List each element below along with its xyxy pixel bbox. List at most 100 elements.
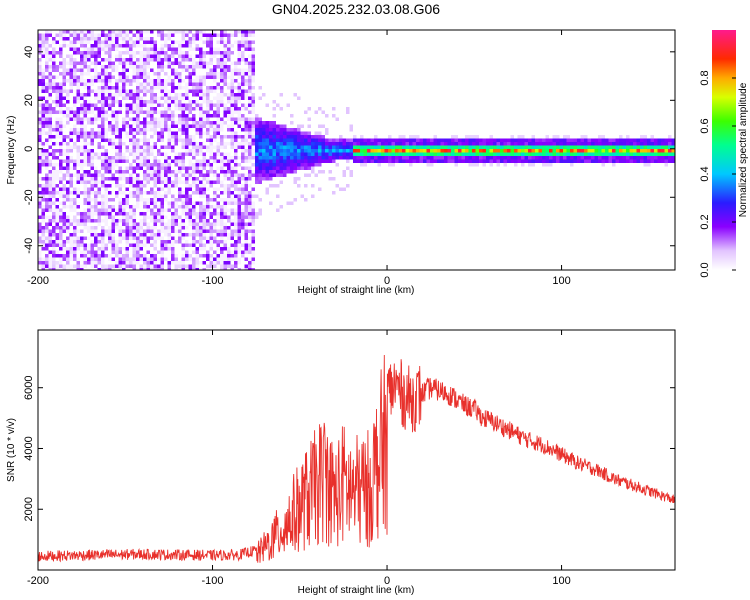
- spectrogram-cell: [41, 33, 45, 37]
- spectrogram-cell: [125, 257, 129, 261]
- spectrogram-cell: [262, 142, 266, 146]
- spectrogram-cell: [62, 68, 66, 72]
- spectrogram-cell: [146, 142, 150, 146]
- spectrogram-cell: [111, 233, 115, 237]
- spectrogram-cell: [206, 117, 210, 121]
- spectrogram-cell: [255, 128, 259, 132]
- spectrogram-cell: [216, 142, 220, 146]
- spectrogram-cell: [139, 89, 143, 93]
- spectrogram-cell: [230, 159, 234, 163]
- spectrogram-cell: [94, 51, 98, 55]
- spectrogram-cell: [227, 54, 231, 58]
- spectrogram-cell: [185, 114, 189, 118]
- spectrogram-cell: [108, 184, 112, 188]
- spectrogram-cell: [45, 264, 49, 268]
- spectrogram-cell: [636, 159, 640, 163]
- spectrogram-cell: [178, 117, 182, 121]
- spectrogram-cell: [346, 152, 350, 156]
- spectrogram-cell: [185, 226, 189, 230]
- spectrogram-cell: [234, 159, 238, 163]
- spectrogram-cell: [500, 138, 504, 142]
- spectrogram-cell: [335, 117, 339, 121]
- spectrogram-cell: [216, 261, 220, 265]
- spectrogram-cell: [167, 187, 171, 191]
- spectrogram-cell: [220, 145, 224, 149]
- spectrogram-cell: [153, 142, 157, 146]
- spectrogram-cell: [188, 107, 192, 111]
- spectrogram-cell: [458, 145, 462, 149]
- spectrogram-cell: [139, 33, 143, 37]
- spectrogram-cell: [531, 138, 535, 142]
- spectrogram-cell: [206, 124, 210, 128]
- spectrogram-cell: [223, 33, 227, 37]
- spectrogram-cell: [458, 159, 462, 163]
- spectrogram-cell: [258, 149, 262, 153]
- spectrogram-cell: [143, 201, 147, 205]
- spectrogram-cell: [248, 173, 252, 177]
- spectrogram-cell: [486, 156, 490, 160]
- spectrogram-cell: [244, 247, 248, 251]
- spectrogram-cell: [171, 247, 175, 251]
- spectrogram-cell: [559, 145, 563, 149]
- spectrogram-cell: [216, 96, 220, 100]
- spectrogram-cell: [262, 93, 266, 97]
- spectrogram-cell: [251, 65, 255, 69]
- spectrogram-cell: [195, 47, 199, 51]
- spectrogram-cell: [94, 131, 98, 135]
- spectrogram-cell: [216, 100, 220, 104]
- spectrogram-cell: [188, 135, 192, 139]
- spectrogram-cell: [258, 159, 262, 163]
- spectrogram-cell: [80, 180, 84, 184]
- spectrogram-cell: [66, 72, 70, 76]
- spectrogram-cell: [150, 107, 154, 111]
- spectrogram-cell: [129, 61, 133, 65]
- spectrogram-cell: [48, 201, 52, 205]
- spectrogram-cell: [59, 187, 63, 191]
- spectrogram-cell: [227, 226, 231, 230]
- spectrogram-cell: [199, 215, 203, 219]
- spectrogram-cell: [563, 149, 567, 153]
- spectrogram-cell: [223, 79, 227, 83]
- spectrogram-cell: [153, 159, 157, 163]
- spectrogram-cell: [83, 257, 87, 261]
- spectrogram-cell: [668, 145, 672, 149]
- spectrogram-cell: [160, 257, 164, 261]
- spectrogram-cell: [297, 145, 301, 149]
- spectrogram-cell: [269, 177, 273, 181]
- spectrogram-cell: [139, 51, 143, 55]
- spectrogram-cell: [227, 219, 231, 223]
- spectrogram-cell: [185, 187, 189, 191]
- spectrogram-cell: [419, 149, 423, 153]
- spectrogram-cell: [237, 180, 241, 184]
- spectrogram-cell: [55, 208, 59, 212]
- spectrogram-cell: [132, 187, 136, 191]
- spectrogram-cell: [143, 170, 147, 174]
- spectrogram-cell: [507, 138, 511, 142]
- spectrogram-cell: [521, 159, 525, 163]
- spectrogram-cell: [167, 163, 171, 167]
- spectrogram-cell: [76, 30, 80, 34]
- spectrogram-cell: [122, 156, 126, 160]
- spectrogram-cell: [353, 156, 357, 160]
- spectrogram-cell: [216, 201, 220, 205]
- spectrogram-cell: [199, 166, 203, 170]
- spectrogram-cell: [167, 131, 171, 135]
- spectrogram-cell: [237, 240, 241, 244]
- spectrogram-cell: [41, 96, 45, 100]
- spectrogram-cell: [171, 47, 175, 51]
- spectrogram-cell: [202, 194, 206, 198]
- spectrogram-cell: [174, 131, 178, 135]
- spectrogram-cell: [241, 89, 245, 93]
- spectrogram-cell: [167, 82, 171, 86]
- spectrogram-cell: [153, 54, 157, 58]
- spectrogram-cell: [192, 180, 196, 184]
- spectrogram-cell: [143, 180, 147, 184]
- spectrogram-cell: [76, 219, 80, 223]
- spectrogram-cell: [66, 79, 70, 83]
- spectrogram-cell: [129, 54, 133, 58]
- spectrogram-cell: [52, 191, 56, 195]
- spectrogram-cell: [59, 208, 63, 212]
- spectrogram-cell: [311, 156, 315, 160]
- spectrogram-cell: [318, 163, 322, 167]
- spectrogram-cell: [115, 40, 119, 44]
